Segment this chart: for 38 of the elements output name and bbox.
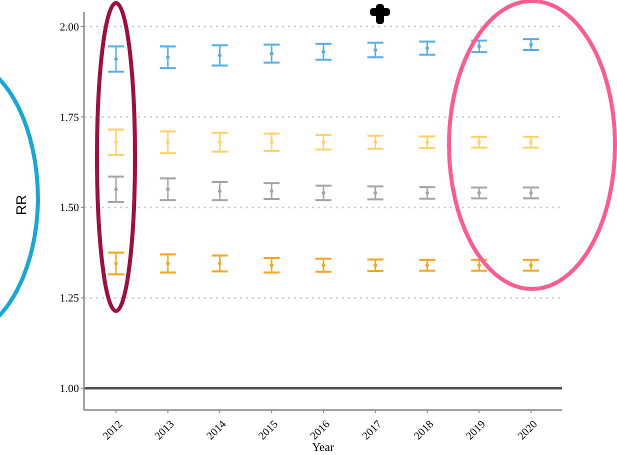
point [166,140,170,144]
point [322,140,326,144]
point [529,42,533,46]
point [114,57,118,61]
point [166,187,170,192]
point [425,140,430,144]
point [114,262,118,266]
point [322,50,326,54]
point [529,263,533,268]
point [477,44,481,48]
point [166,55,170,60]
point [374,263,378,268]
point [374,140,378,144]
point [477,191,481,195]
y-tick-label: 1.00 [60,383,80,396]
y-tick-label: 1.25 [60,292,80,305]
point [529,140,533,144]
point [218,140,222,144]
point [529,191,533,195]
point [270,263,274,268]
y-tick-label: 1.75 [60,112,80,124]
point [477,140,481,144]
point [322,263,326,268]
point [322,191,326,195]
point [270,189,274,193]
point [374,48,378,52]
point [270,52,274,56]
point [166,262,170,266]
point [270,140,274,144]
point [477,263,481,268]
point [425,263,430,268]
point [114,187,118,192]
y-tick-label: 2.00 [60,21,80,34]
point [114,140,118,144]
x-axis-title: Year [312,440,334,454]
y-axis-title: RR [13,194,29,216]
y-tick-label: 1.50 [60,202,80,214]
point [374,191,378,195]
